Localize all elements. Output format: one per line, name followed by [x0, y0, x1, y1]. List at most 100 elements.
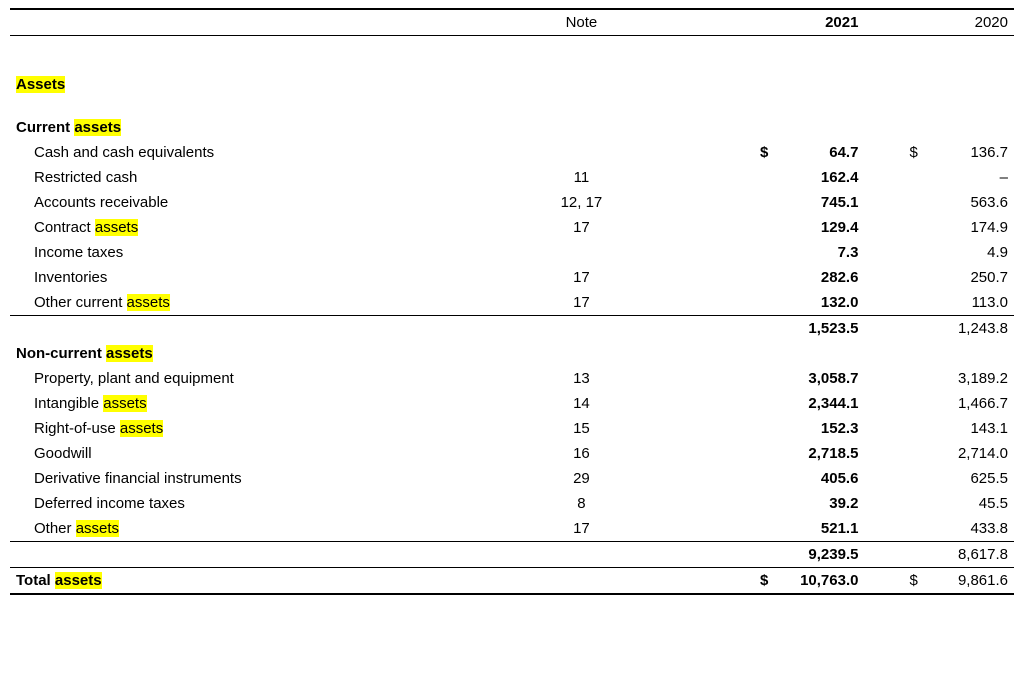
row-currency-2021: [629, 466, 768, 491]
row-value-2020: 136.7: [918, 140, 1014, 165]
row-label-highlight: assets: [76, 520, 119, 537]
table-row: Other current assets17132.0113.0: [10, 290, 1014, 316]
row-currency-2021: [629, 165, 768, 190]
row-currency-2021: [629, 190, 768, 215]
heading-assets: Assets: [10, 72, 1014, 97]
table-row: Property, plant and equipment133,058.73,…: [10, 366, 1014, 391]
heading-assets-text: Assets: [16, 76, 65, 93]
row-currency-2020: [864, 416, 917, 441]
row-label: Restricted cash: [10, 165, 533, 190]
row-value-2021: 405.6: [768, 466, 864, 491]
row-note: 13: [533, 366, 629, 391]
row-label-highlight: assets: [127, 294, 170, 311]
total-label-hl: assets: [55, 572, 102, 589]
row-value-2021: 3,058.7: [768, 366, 864, 391]
heading-current-pre: Current: [16, 119, 74, 136]
row-label-text: Cash and cash equivalents: [34, 144, 214, 161]
row-currency-2021: [629, 265, 768, 290]
row-label-highlight: assets: [103, 395, 146, 412]
row-currency-2021: $: [629, 140, 768, 165]
row-value-2020: 4.9: [918, 240, 1014, 265]
heading-current-assets: Current assets: [10, 115, 1014, 140]
row-currency-2021: [629, 240, 768, 265]
row-note: 11: [533, 165, 629, 190]
row-value-2021: 7.3: [768, 240, 864, 265]
row-currency-2021: [629, 491, 768, 516]
subtotal-noncurrent: 9,239.5 8,617.8: [10, 541, 1014, 567]
row-value-2020: 45.5: [918, 491, 1014, 516]
row-currency-2020: [864, 516, 917, 542]
row-currency-2021: [629, 416, 768, 441]
row-value-2021: 152.3: [768, 416, 864, 441]
row-value-2020: –: [918, 165, 1014, 190]
row-value-2021: 521.1: [768, 516, 864, 542]
table-row: Other assets17521.1433.8: [10, 516, 1014, 542]
col-2020: 2020: [918, 10, 1014, 36]
row-label-text: Income taxes: [34, 244, 123, 261]
row-value-2020: 250.7: [918, 265, 1014, 290]
table-row: Deferred income taxes 8 39.2 45.5: [10, 491, 1014, 516]
balance-sheet-table: Note 2021 2020 Assets Current assets Cas…: [10, 10, 1014, 595]
total-label-pre: Total: [16, 572, 55, 589]
row-note: 15: [533, 416, 629, 441]
row-note: 12, 17: [533, 190, 629, 215]
row-label-text: Contract: [34, 219, 95, 236]
table-row: Goodwill162,718.52,714.0: [10, 441, 1014, 466]
column-headers: Note 2021 2020: [10, 10, 1014, 36]
row-label-text: Accounts receivable: [34, 194, 168, 211]
row-currency-2020: [864, 240, 917, 265]
subtotal-current-2021: 1,523.5: [768, 315, 864, 341]
col-2021: 2021: [768, 10, 864, 36]
subtotal-current: 1,523.5 1,243.8: [10, 315, 1014, 341]
row-label-text: Inventories: [34, 269, 107, 286]
rows-current: Cash and cash equivalents$64.7$136.7Rest…: [10, 140, 1014, 316]
row-value-2020: 174.9: [918, 215, 1014, 240]
row-currency-2020: [864, 391, 917, 416]
row-note: 17: [533, 516, 629, 542]
row-value-2020: 143.1: [918, 416, 1014, 441]
row-label-text: Intangible: [34, 395, 103, 412]
row-currency-2021: [629, 366, 768, 391]
table-row: Cash and cash equivalents$64.7$136.7: [10, 140, 1014, 165]
row-label-text: Goodwill: [34, 445, 92, 462]
heading-noncurrent-hl: assets: [106, 345, 153, 362]
heading-noncurrent-pre: Non-current: [16, 345, 106, 362]
total-cur-2021: $: [629, 567, 768, 594]
total-2021: 10,763.0: [768, 567, 864, 594]
row-currency-2020: [864, 366, 917, 391]
row-label-text: Other: [34, 520, 76, 537]
table-row: Contract assets17129.4174.9: [10, 215, 1014, 240]
row-currency-2021: [629, 391, 768, 416]
row-label-text: Restricted cash: [34, 169, 137, 186]
row-label: Contract assets: [10, 215, 533, 240]
row-currency-2020: $: [864, 140, 917, 165]
row-label-text: Right-of-use: [34, 420, 120, 437]
row-label-text: Deferred income taxes: [34, 495, 185, 512]
row-note: 17: [533, 265, 629, 290]
row-note: 8: [533, 491, 629, 516]
row-currency-2020: [864, 215, 917, 240]
row-label: Intangible assets: [10, 391, 533, 416]
row-value-2020: 563.6: [918, 190, 1014, 215]
row-value-2020: 3,189.2: [918, 366, 1014, 391]
row-value-2021: 745.1: [768, 190, 864, 215]
row-value-2020: 625.5: [918, 466, 1014, 491]
row-note: 16: [533, 441, 629, 466]
row-currency-2020: [864, 265, 917, 290]
row-value-2021: 39.2: [768, 491, 864, 516]
row-currency-2021: [629, 290, 768, 316]
row-value-2021: 282.6: [768, 265, 864, 290]
row-value-2021: 2,344.1: [768, 391, 864, 416]
row-label: Deferred income taxes: [10, 491, 533, 516]
row-label-highlight: assets: [120, 420, 163, 437]
row-label: Other current assets: [10, 290, 533, 316]
table-row: Accounts receivable 12, 17 745.1 563.6: [10, 190, 1014, 215]
spacer: [10, 36, 1014, 72]
subtotal-noncurrent-2020: 8,617.8: [918, 541, 1014, 567]
row-currency-2020: [864, 441, 917, 466]
row-label: Income taxes: [10, 240, 533, 265]
table-row: Income taxes 7.3 4.9: [10, 240, 1014, 265]
row-note: [533, 240, 629, 265]
table-row: Inventories 17 282.6 250.7: [10, 265, 1014, 290]
row-label-text: Other current: [34, 294, 127, 311]
